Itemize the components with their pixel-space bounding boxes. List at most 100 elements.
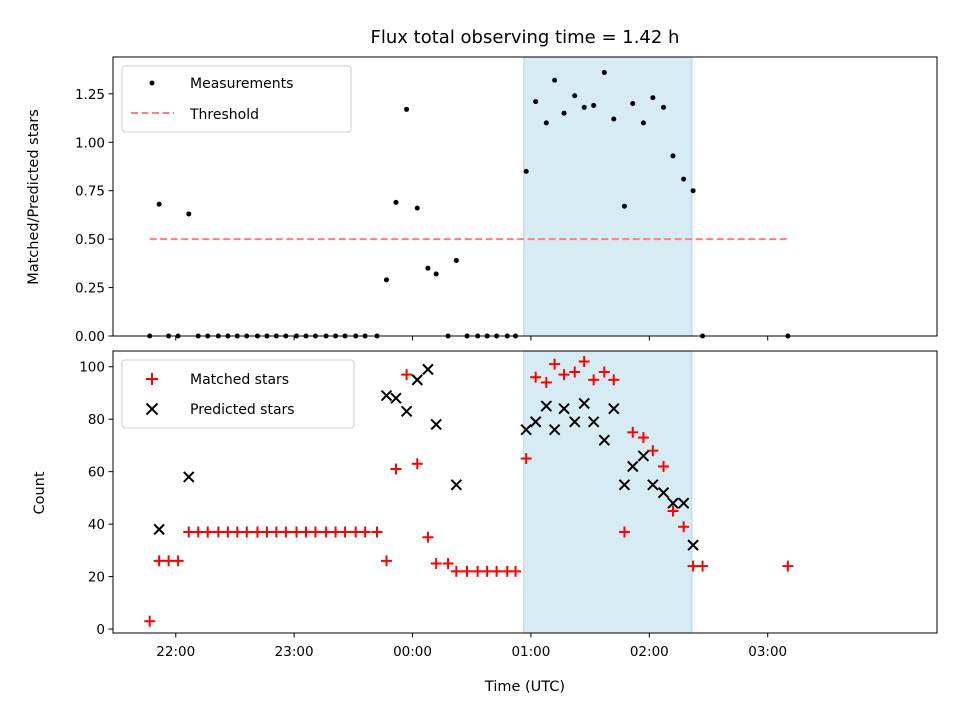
y-tick-label: 1.25 — [75, 87, 105, 103]
predicted-star-point — [598, 434, 611, 446]
y-tick-label: 0.00 — [75, 329, 105, 345]
matched-star-point — [667, 505, 679, 517]
predicted-stars-legend-label: Predicted stars — [190, 402, 295, 418]
matched-star-point — [192, 526, 204, 538]
matched-star-point — [280, 526, 292, 538]
matched-star-point — [647, 445, 659, 457]
y-tick-label: 0.50 — [75, 232, 105, 248]
matched-star-point — [540, 376, 552, 388]
matched-star-point — [549, 358, 561, 370]
x-axis-label: Time (UTC) — [484, 679, 565, 695]
matched-star-point — [163, 555, 175, 567]
matched-star-point — [578, 355, 590, 367]
matched-star-point — [183, 526, 195, 538]
matched-star-point — [371, 526, 383, 538]
observing-window-highlight — [523, 56, 693, 337]
predicted-star-point — [637, 450, 650, 462]
predicted-star-point — [627, 460, 639, 473]
predicted-star-point — [677, 497, 690, 509]
threshold-legend-label: Threshold — [189, 107, 259, 123]
y-tick-label: 1.00 — [75, 135, 105, 151]
predicted-star-point — [548, 423, 561, 436]
predicted-star-point — [540, 400, 553, 412]
ratio-legend-box — [121, 65, 352, 133]
measurement-point — [533, 99, 539, 105]
matched-star-point — [430, 557, 442, 569]
x-tick-label: 01:00 — [511, 644, 550, 660]
predicted-star-point — [380, 389, 393, 402]
measurement-point — [453, 257, 459, 263]
measurement-point — [681, 176, 687, 182]
count-legend: Matched stars Predicted stars — [121, 359, 355, 429]
count-y-axis-label: Count — [32, 471, 48, 514]
x-tick-label: 00:00 — [393, 644, 432, 660]
matched-star-point — [618, 526, 630, 538]
measurement-point — [661, 104, 667, 110]
matched-star-point — [422, 531, 434, 543]
measurement-point — [425, 265, 431, 271]
matched-star-point — [270, 526, 282, 538]
matched-star-point — [320, 526, 332, 538]
x-tick-label: 02:00 — [630, 644, 669, 660]
matched-star-point — [520, 453, 532, 465]
count-points — [144, 355, 794, 627]
matched-star-point — [261, 526, 273, 538]
observing-window-highlight-bottom — [523, 350, 693, 634]
predicted-star-point — [450, 479, 463, 491]
measurement-point — [572, 93, 578, 99]
measurement-point — [523, 168, 529, 174]
y-tick-label: 100 — [79, 360, 105, 376]
matched-star-point — [350, 526, 362, 538]
ratio-y-axis: 0.00 0.25 0.50 0.75 1.00 1.25 — [75, 87, 113, 345]
matched-star-point — [153, 555, 165, 567]
matched-star-point — [202, 526, 214, 538]
count-x-axis: 22:00 23:00 00:00 01:00 02:00 03:00 — [156, 633, 787, 660]
measurement-point — [591, 102, 597, 108]
measurement-point — [650, 95, 656, 101]
predicted-star-point — [400, 405, 413, 418]
predicted-star-point — [183, 471, 195, 483]
measurement-point — [611, 116, 617, 122]
matched-star-point — [380, 555, 392, 567]
matched-star-point — [491, 565, 503, 577]
matched-star-point — [222, 526, 234, 538]
matched-star-point — [697, 560, 709, 572]
count-y-axis: 0 20 40 60 80 100 — [79, 360, 113, 638]
matched-star-point — [339, 526, 351, 538]
measurements-legend-label: Measurements — [190, 76, 293, 92]
matched-star-point — [359, 526, 371, 538]
x-tick-label: 23:00 — [275, 644, 314, 660]
predicted-star-point — [430, 418, 442, 431]
y-tick-label: 0.75 — [75, 184, 105, 200]
matched-stars-legend-marker — [146, 373, 158, 385]
count-plot-frame — [112, 350, 938, 634]
chart-title: Flux total observing time = 1.42 h — [371, 27, 680, 48]
predicted-star-point — [618, 479, 631, 491]
predicted-star-point — [569, 416, 581, 428]
predicted-star-point — [529, 416, 542, 428]
measurement-point — [601, 70, 607, 75]
matched-star-point — [300, 526, 312, 538]
measurement-point — [561, 110, 567, 116]
matched-star-point — [212, 526, 224, 538]
matched-star-point — [658, 460, 670, 472]
predicted-star-point — [153, 523, 165, 536]
y-tick-label: 20 — [88, 570, 105, 586]
measurement-point — [156, 201, 162, 207]
measurement-point — [543, 120, 549, 126]
predicted-star-point — [657, 486, 670, 499]
matched-star-point — [411, 458, 423, 470]
matched-star-point — [390, 463, 402, 475]
measurement-point — [690, 188, 696, 194]
measurement-point — [404, 106, 410, 112]
measurement-point — [552, 77, 558, 83]
matched-star-point — [687, 560, 699, 572]
measurement-point — [186, 211, 192, 217]
matched-star-point — [309, 526, 321, 538]
measurement-point — [433, 271, 439, 277]
matched-star-point — [569, 366, 581, 378]
matched-star-point — [588, 374, 600, 386]
matched-star-point — [401, 369, 413, 381]
matched-star-point — [330, 526, 342, 538]
